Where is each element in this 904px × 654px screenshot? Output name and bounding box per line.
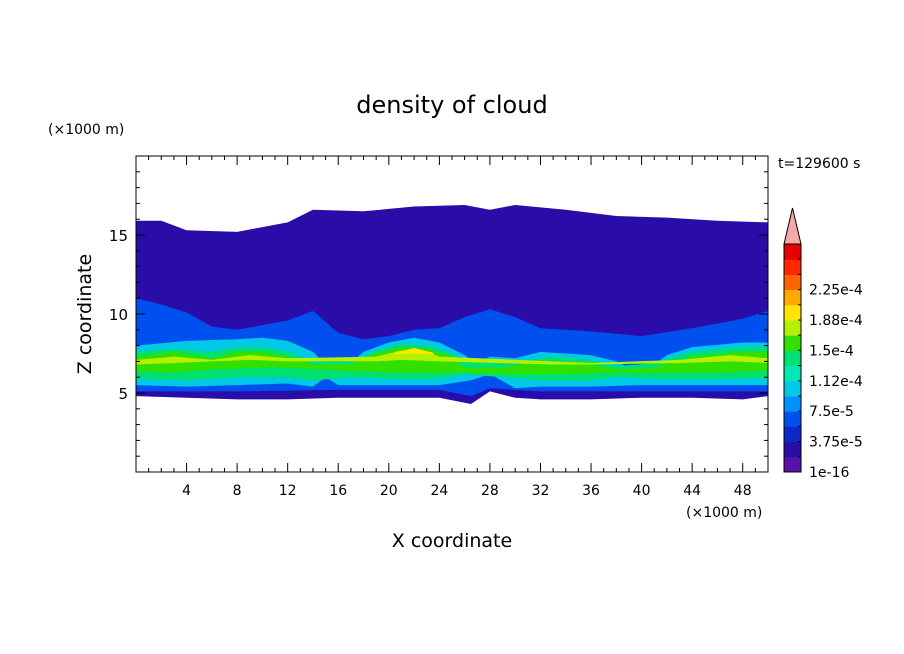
x-tick-label: 8: [233, 483, 242, 499]
colorbar-label: 2.25e-4: [809, 283, 863, 299]
contour-layer-6: [136, 350, 768, 365]
x-axis-label: X coordinate: [392, 530, 512, 552]
colorbar-swatch: [784, 380, 801, 397]
x-tick-label: 44: [683, 483, 701, 499]
y-axis-ticks: 5 10 15: [109, 171, 768, 457]
colorbar-label: 1.5e-4: [809, 343, 854, 359]
plot-layers: [136, 204, 768, 405]
colorbar-label: 1e-16: [809, 465, 849, 481]
colorbar-swatch: [784, 335, 801, 351]
x-unit-label: (×1000 m): [686, 505, 762, 521]
colorbar-label: 1.12e-4: [809, 374, 863, 390]
colorbar-swatch: [784, 396, 801, 412]
colorbar-swatch: [784, 441, 801, 458]
x-tick-label: 48: [734, 483, 752, 499]
colorbar-label: 1.88e-4: [809, 313, 863, 329]
colorbar-label: 3.75e-5: [809, 435, 863, 451]
colorbar-swatch: [784, 274, 801, 291]
x-tick-label: 20: [380, 483, 398, 499]
x-tick-label: 4: [182, 483, 191, 499]
colorbar-swatch: [784, 244, 801, 260]
x-tick-label: 16: [329, 483, 347, 499]
x-tick-label: 12: [279, 483, 297, 499]
y-tick-label: 10: [109, 306, 128, 324]
contour-layer-7: [395, 347, 434, 355]
y-axis-label: Z coordinate: [74, 254, 96, 374]
colorbar-swatch: [784, 426, 801, 443]
colorbar-swatch: [784, 365, 801, 382]
colorbar-extend-arrow: [783, 207, 802, 245]
x-axis-ticks: 4 8 12 16 20 24 28 32 36 40 44 48: [148, 156, 756, 499]
y-tick-label: 5: [118, 385, 128, 403]
colorbar-swatch: [784, 289, 801, 306]
colorbar-swatch: [784, 411, 801, 427]
y-tick-label: 15: [109, 227, 128, 245]
colorbar: [783, 207, 802, 473]
colorbar-swatch: [784, 456, 801, 473]
x-tick-label: 32: [532, 483, 550, 499]
colorbar-label: 7.5e-5: [809, 404, 854, 420]
x-tick-label: 40: [633, 483, 651, 499]
colorbar-swatch: [784, 259, 801, 275]
colorbar-swatch: [784, 350, 801, 367]
y-unit-label: (×1000 m): [48, 122, 124, 138]
x-tick-label: 28: [481, 483, 499, 499]
x-tick-label: 24: [430, 483, 448, 499]
colorbar-swatch: [784, 304, 801, 321]
colorbar-frame: [783, 243, 802, 473]
colorbar-labels: 1e-16 3.75e-5 7.5e-5 1.12e-4 1.5e-4 1.88e-4 2.…: [809, 283, 863, 481]
colorbar-swatch: [784, 320, 801, 336]
time-label: t=129600 s: [778, 156, 860, 172]
chart-title: density of cloud: [356, 91, 547, 119]
x-tick-label: 36: [582, 483, 600, 499]
